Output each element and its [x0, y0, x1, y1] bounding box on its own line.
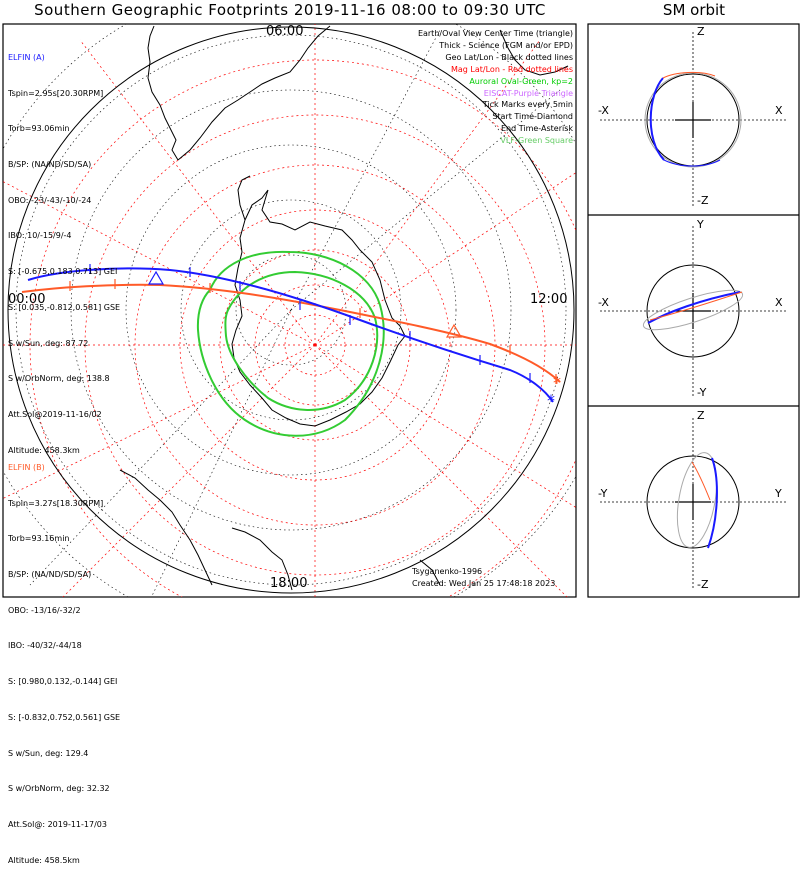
sm-panel-1-left: -X — [598, 104, 609, 117]
sm-frame — [587, 23, 800, 598]
model-label: Tsyganenko-1996 — [412, 567, 483, 576]
elfin-b-line: B/SP: (NA/ND/SD/SA) — [8, 569, 92, 579]
south-america-coastline — [147, 25, 331, 161]
legend-item: EISCAT-Purple Triangle — [483, 88, 573, 98]
sm-panel-1 — [600, 32, 786, 208]
sm-panel-2-bottom: -Y — [697, 386, 707, 399]
sm-panel-1-top: Z — [697, 25, 705, 38]
legend-item: Earth/Oval View Center Time (triangle) — [417, 29, 573, 38]
australia-coastline — [119, 469, 441, 591]
sm-panel-2-right: X — [775, 296, 783, 309]
clock-label-top: 06:00 — [266, 24, 304, 39]
created-timestamp: Created: Wed Jan 25 17:48:18 2023 — [412, 579, 556, 588]
legend: Earth/Oval View Center Time (triangle) T… — [418, 28, 573, 147]
clock-label-right: 12:00 — [530, 292, 568, 307]
elfin-b-info: ELFIN (B) Tspin=3.27s[18.30RPM] Torb=93.… — [8, 438, 120, 879]
footprint-map: * * — [2, 23, 800, 598]
elfin-a-line: S: [0.035,-0.812,0.581] GSE — [8, 302, 121, 312]
elfin-a-track — [27, 267, 554, 403]
elfin-b-line: OBO: -13/16/-32/2 — [8, 605, 81, 615]
elfin-a-line: Tspin=2.95s[20.30RPM] — [8, 88, 104, 98]
africa-coastline — [499, 29, 569, 76]
legend-item: Geo Lat/Lon - Black dotted lines — [445, 52, 573, 62]
elfin-b-line: S: [-0.832,0.752,0.561] GSE — [8, 712, 121, 722]
elfin-b-line: Att.Sol@: 2019-11-17/03 — [8, 820, 107, 829]
elfin-a-end-asterisk: * — [547, 391, 555, 410]
antarctica-coastline — [231, 189, 406, 427]
legend-item: Thick - Science (FGM and/or EPD) — [439, 40, 573, 50]
sm-panel-3-bottom: -Z — [697, 578, 709, 591]
elfin-a-line: OBO: -23/-43/-10/-24 — [8, 195, 92, 205]
elfin-a-line: S w/Sun, deg: 87.72 — [8, 338, 89, 348]
sm-panel-1-bottom: -Z — [697, 194, 709, 207]
legend-item: Mag Lat/Lon - Red dotted lines — [450, 64, 573, 74]
elfin-a-line: Altitude: 458.3km — [8, 445, 80, 455]
elfin-a-ticks — [89, 264, 531, 383]
elfin-a-line: Att.Sol@2019-11-16/02 — [8, 410, 102, 419]
elfin-a-info: ELFIN (A) Tspin=2.95s[20.30RPM] Torb=93.… — [8, 28, 120, 469]
sm-panel-3 — [600, 418, 786, 590]
elfin-a-line: Torb=93.06min — [8, 124, 70, 134]
legend-item: Auroral Oval-Green, kp=2 — [469, 76, 573, 86]
elfin-a-line: S: [-0.675,0.183,0.713] GEI — [8, 267, 118, 277]
elfin-b-line: IBO: -40/32/-44/18 — [8, 641, 82, 651]
clock-label-left: 00:00 — [8, 292, 46, 307]
legend-item: VLF-Green Square — [500, 136, 573, 146]
clock-label-bottom: 18:00 — [270, 576, 308, 591]
legend-item: Tick Marks every 5min — [482, 100, 573, 110]
elfin-b-line: Torb=93.16min — [8, 534, 70, 544]
sm-orbit-title: SM orbit — [662, 1, 726, 19]
geo-grid — [3, 24, 576, 597]
sm-panel-3-top: Z — [697, 409, 705, 422]
elfin-a-line: S w/OrbNorm, deg: 138.8 — [8, 374, 110, 384]
elfin-a-line: B/SP: (NA/ND/SD/SA) — [8, 159, 92, 169]
map-frame — [2, 23, 577, 598]
elfin-b-line: S w/OrbNorm, deg: 32.32 — [8, 784, 110, 794]
elfin-b-label: ELFIN (B) — [8, 462, 45, 472]
auroral-oval-outer — [196, 250, 385, 437]
elfin-b-line: S w/Sun, deg: 129.4 — [8, 748, 89, 758]
sm-panel-2-top: Y — [697, 218, 704, 231]
elfin-a-line: IBO: 10/-15/9/-4 — [8, 231, 72, 241]
elfin-b-line: Altitude: 458.5km — [8, 855, 80, 865]
elfin-b-line: S: [0.980,0.132,-0.144] GEI — [8, 677, 118, 687]
page-title: Southern Geographic Footprints 2019-11-1… — [34, 1, 546, 19]
elfin-b-view-center-triangle — [445, 323, 463, 338]
elfin-a-view-center-triangle — [147, 270, 165, 285]
elfin-b-line: Tspin=3.27s[18.30RPM] — [8, 498, 104, 508]
sm-panel-3-left: -Y — [598, 487, 608, 500]
elfin-b-ticks — [69, 279, 557, 384]
sm-panel-2 — [600, 226, 786, 398]
sm-panel-3-right: Y — [775, 487, 782, 500]
elfin-b-end-asterisk: * — [553, 373, 561, 392]
legend-item: End Time-Asterisk — [500, 124, 573, 134]
antarctic-peninsula — [237, 175, 251, 221]
sm-panel-2-left: -X — [598, 296, 609, 309]
sm-panel-1-right: X — [775, 104, 783, 117]
auroral-oval-inner — [224, 270, 379, 411]
mag-grid — [3, 24, 576, 597]
earth-horizon — [7, 26, 575, 594]
elfin-a-label: ELFIN (A) — [8, 52, 45, 62]
legend-item: Start Time-Diamond — [492, 112, 573, 122]
